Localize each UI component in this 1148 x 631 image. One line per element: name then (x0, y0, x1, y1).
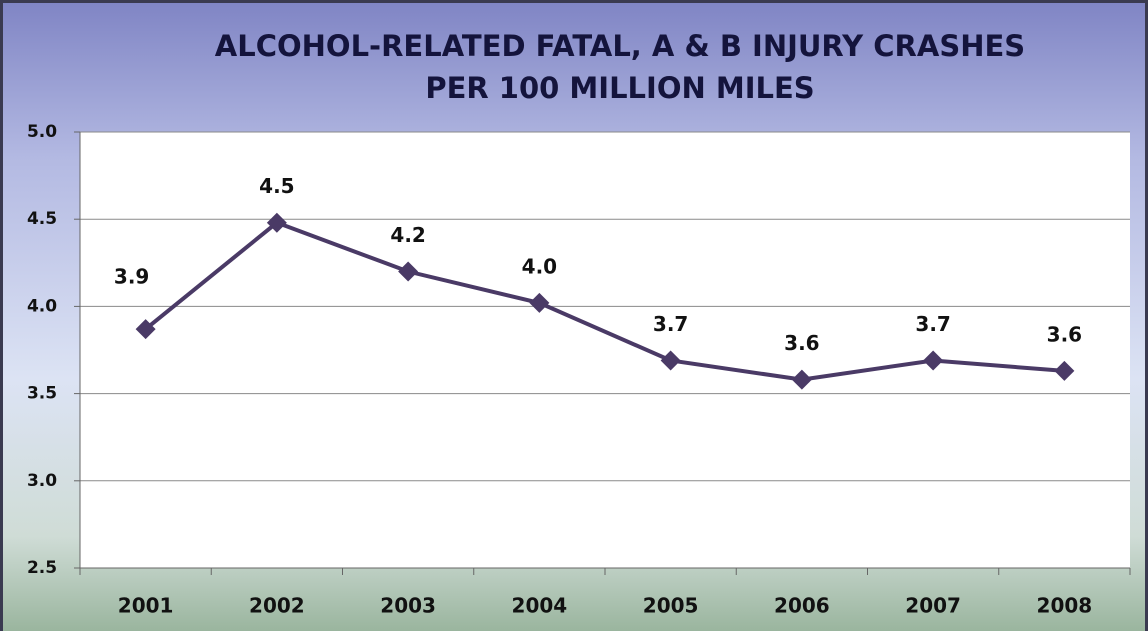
x-tick-label: 2005 (643, 594, 699, 618)
x-tick-label: 2001 (118, 594, 174, 618)
marker (135, 319, 156, 340)
x-tick-label: 2007 (905, 594, 961, 618)
y-tick-label: 4.0 (27, 296, 57, 316)
marker (923, 350, 944, 371)
marker (791, 369, 812, 390)
plot: 2.5 3.0 3.5 4.0 4.5 5.0 2001 2002 2003 2004 2005 20… (27, 122, 1131, 618)
data-label: 3.6 (784, 331, 819, 355)
data-label: 4.5 (259, 174, 294, 198)
marker (1054, 360, 1075, 381)
data-label: 3.6 (1047, 322, 1082, 346)
y-tick-label: 3.5 (27, 384, 57, 404)
y-tick-label: 4.5 (27, 209, 57, 229)
data-label: 3.7 (915, 312, 950, 336)
marker (398, 261, 419, 282)
marker (660, 350, 681, 371)
line (144, 220, 1065, 382)
x-tick-label: 2002 (249, 594, 305, 618)
x-tick-label: 2006 (774, 594, 830, 618)
chart-title: PER 100 MILLION MILES (425, 71, 814, 105)
y-tick-label: 2.5 (27, 558, 57, 578)
data-label: 4.2 (390, 223, 425, 247)
x-tick-label: 2004 (512, 594, 568, 618)
data-label: 4.0 (522, 254, 557, 278)
data-label: 3.9 (114, 265, 149, 289)
x-tick-label: 2008 (1037, 594, 1093, 618)
data-label: 3.7 (653, 312, 688, 336)
y-tick-label: 3.0 (27, 471, 57, 491)
x-tick-label: 2003 (380, 594, 436, 618)
plot-area (80, 132, 1130, 568)
marker (529, 292, 550, 313)
y-tick-label: 5.0 (27, 122, 57, 142)
marker (266, 212, 287, 233)
chart-title: ALCOHOL-RELATED FATAL, A & B INJURY CRAS… (215, 29, 1025, 63)
